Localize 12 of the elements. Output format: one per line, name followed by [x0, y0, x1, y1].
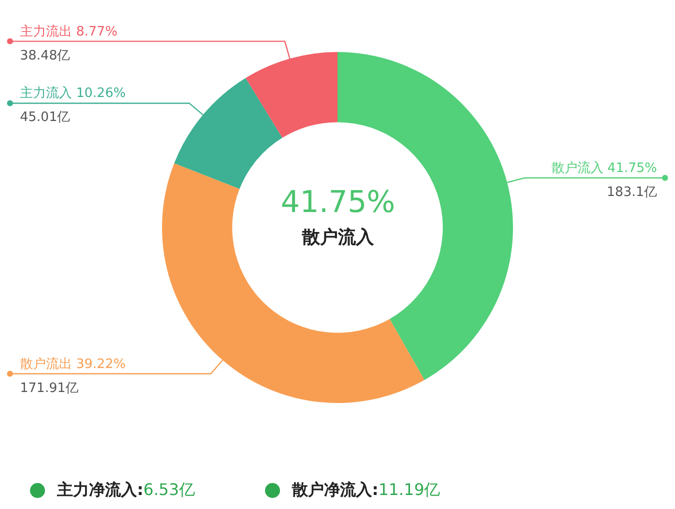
text: 38.48亿 — [20, 48, 70, 64]
text: 183.1亿 — [606, 184, 657, 200]
category-label: 散户流入 41.75% — [551, 160, 657, 176]
text: 主力净流入:6.53亿 — [57, 480, 196, 501]
slice-label: 主力流出 8.77% — [20, 23, 118, 40]
text: 171.91亿 — [20, 380, 78, 396]
slice-label: 散户流出 39.22% — [20, 356, 126, 372]
slice-label: 主力流入 10.26% — [20, 85, 126, 102]
text: 45.01亿 — [20, 110, 70, 126]
text: 散户净流入:11.19亿 — [292, 480, 440, 501]
slice-label: 散户流入 — [300, 226, 375, 249]
data-label: 41.75% — [280, 185, 396, 221]
